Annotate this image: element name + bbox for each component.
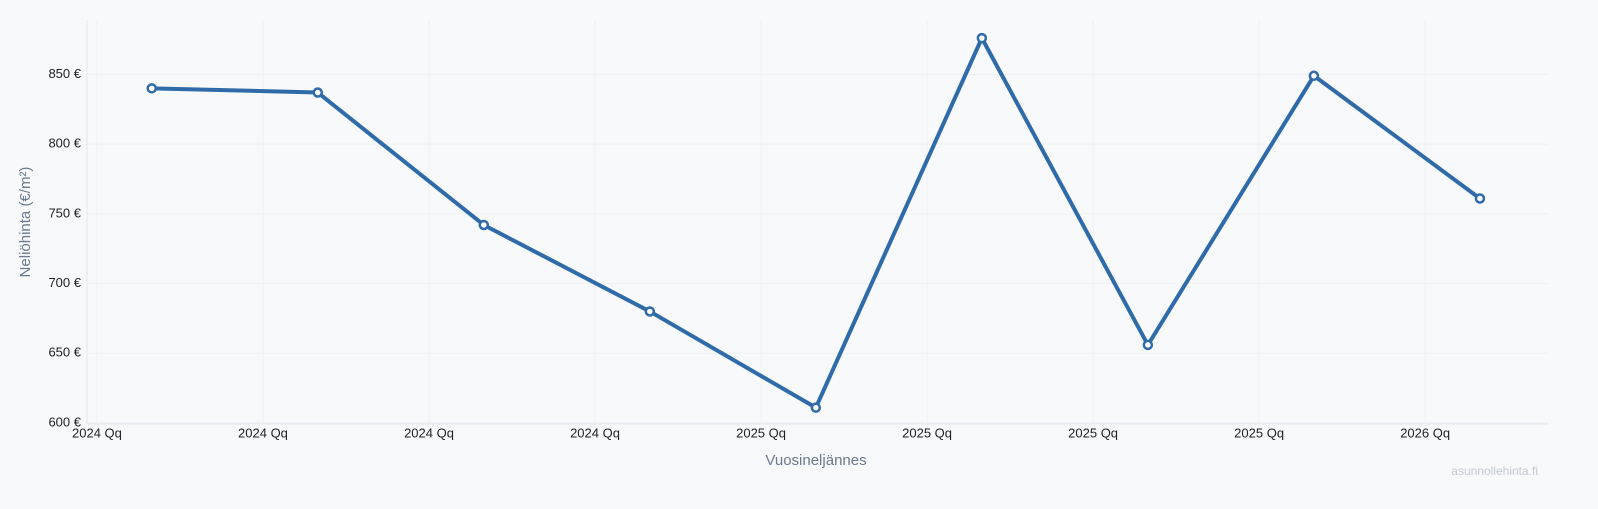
x-tick-label: 2025 Qq <box>1234 425 1284 440</box>
x-tick-label: 2024 Qq <box>570 425 620 440</box>
y-tick-label: 700 € <box>48 275 81 290</box>
x-tick-label: 2024 Qq <box>238 425 288 440</box>
x-tick-label: 2024 Qq <box>72 425 122 440</box>
y-axis-label: Neliöhinta (€/m²) <box>17 167 34 278</box>
y-tick-label: 650 € <box>48 345 81 360</box>
point <box>810 402 822 413</box>
y-tick-label: 600 € <box>48 414 81 429</box>
point <box>478 219 490 231</box>
x-axis-label: Vuosineljännes <box>765 452 866 469</box>
x-tick-label: 2025 Qq <box>902 425 952 440</box>
point <box>976 32 988 44</box>
point <box>1308 70 1320 82</box>
x-tick-label: 2025 Qq <box>1068 425 1118 440</box>
line <box>151 36 1482 410</box>
x-tick-label: 2024 Qq <box>404 425 454 440</box>
point <box>644 306 656 317</box>
watermark: asunnollehinta.fi <box>1451 464 1538 478</box>
point <box>1142 339 1154 351</box>
x-tick-label: 2025 Qq <box>736 425 786 440</box>
y-tick-label: 800 € <box>48 136 81 151</box>
y-tick-label: 850 € <box>48 66 81 81</box>
point <box>312 87 324 98</box>
point <box>146 83 157 94</box>
point <box>1474 193 1486 204</box>
x-tick-label: 2026 Qq <box>1400 425 1450 440</box>
y-tick-label: 750 € <box>48 205 81 220</box>
